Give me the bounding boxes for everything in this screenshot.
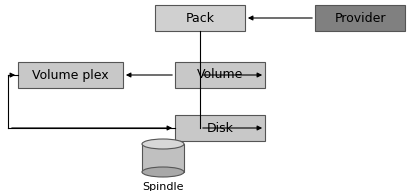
Bar	[315, 5, 405, 31]
Text: Volume plex: Volume plex	[32, 69, 109, 82]
Text: Pack: Pack	[186, 11, 215, 24]
Ellipse shape	[142, 139, 184, 149]
Bar	[175, 62, 265, 88]
Bar	[18, 62, 123, 88]
Ellipse shape	[142, 167, 184, 177]
Bar	[142, 144, 184, 172]
Bar	[175, 115, 265, 141]
Text: Provider: Provider	[334, 11, 386, 24]
Text: Volume: Volume	[197, 69, 243, 82]
Bar	[155, 5, 245, 31]
Text: Spindle: Spindle	[142, 182, 184, 191]
Text: Disk: Disk	[207, 121, 233, 134]
